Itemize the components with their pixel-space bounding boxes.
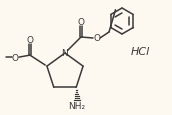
Text: NH₂: NH₂ bbox=[69, 102, 86, 110]
Text: O: O bbox=[12, 53, 19, 62]
Text: N: N bbox=[62, 49, 68, 58]
Text: O: O bbox=[26, 36, 33, 45]
Text: O: O bbox=[94, 34, 100, 43]
Text: HCl: HCl bbox=[130, 47, 150, 56]
Text: O: O bbox=[78, 18, 84, 27]
